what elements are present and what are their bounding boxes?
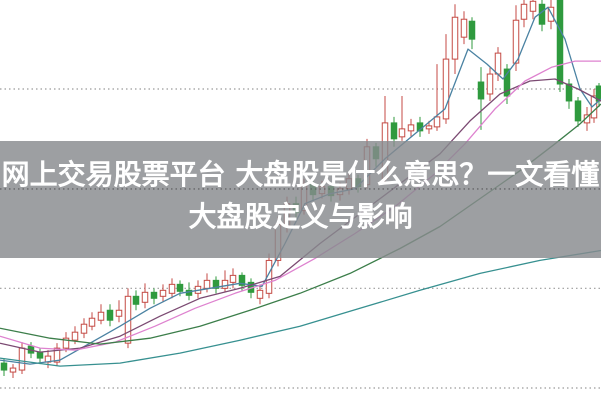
- title-overlay-band: 网上交易股票平台 大盘股是什么意思？一文看懂 大盘股定义与影响: [0, 141, 601, 258]
- ma-slowest-darkcyan: [0, 249, 601, 367]
- headline-line-1: 网上交易股票平台 大盘股是什么意思？一文看懂: [1, 158, 600, 191]
- headline-line-2: 大盘股定义与影响: [188, 200, 413, 233]
